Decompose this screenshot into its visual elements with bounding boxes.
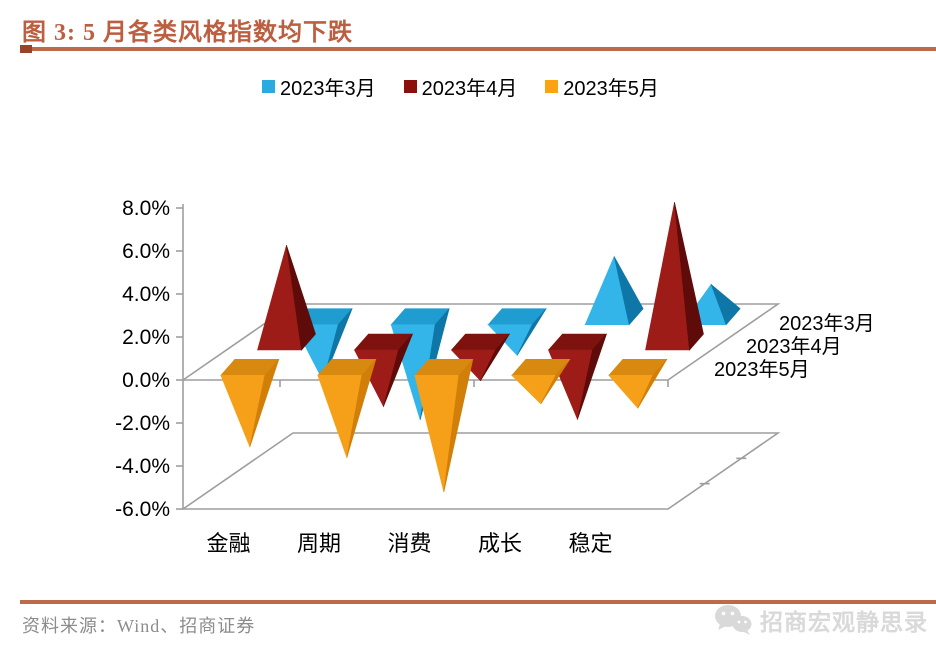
chart-zero-plane <box>180 303 781 381</box>
y-axis-label: 4.0% <box>122 283 170 306</box>
chart-floor-plane <box>180 432 781 510</box>
legend-label-april: 2023年4月 <box>421 78 518 100</box>
watermark: 招商宏观静思录 <box>712 603 928 637</box>
title-divider <box>20 47 936 51</box>
legend-item-may: 2023年5月 <box>545 72 659 101</box>
wechat-icon <box>715 605 752 635</box>
source-note: 资料来源：Wind、招商证券 <box>22 616 256 636</box>
pyramid-2023年3月-消费-side-face <box>516 308 547 356</box>
pyramid-2023年5月-成长-side-face <box>540 359 571 405</box>
legend-item-march: 2023年3月 <box>262 72 376 101</box>
pyramid-2023年4月-成长-side-face <box>577 333 607 420</box>
y-axis-label: 0.0% <box>122 369 170 392</box>
series-axis-label: 2023年4月 <box>746 335 842 358</box>
pyramid-2023年5月-消费-side-face <box>443 359 474 493</box>
category-label: 成长 <box>478 531 522 556</box>
legend-item-april: 2023年4月 <box>403 72 518 101</box>
y-axis-label: 6.0% <box>122 240 170 263</box>
watermark-text: 招商宏观静思录 <box>760 609 928 635</box>
pyramid-2023年5月-金融-side-face <box>249 359 280 447</box>
pyramid-2023年3月-稳定-side-face <box>710 283 741 326</box>
series-axis-label: 2023年5月 <box>714 358 810 381</box>
y-axis-label: -6.0% <box>115 498 170 521</box>
pyramid-2023年4月-消费-side-face <box>480 333 510 381</box>
pyramid-2023年4月-稳定-side-face <box>674 202 704 351</box>
pyramid-2023年4月-金融-side-face <box>286 245 316 351</box>
y-axis-label: -4.0% <box>115 455 170 478</box>
pyramid-2023年5月-稳定-side-face <box>637 359 668 409</box>
category-label: 消费 <box>387 531 431 556</box>
chart-legend: 2023年3月 2023年4月 2023年5月 <box>262 72 659 101</box>
y-axis-label: 8.0% <box>122 197 170 220</box>
pyramid-2023年5月-周期-side-face <box>346 359 377 458</box>
category-label: 稳定 <box>568 531 612 556</box>
category-label: 周期 <box>297 531 341 556</box>
legend-swatch-march <box>262 80 275 93</box>
figure-title: 图 3: 5 月各类风格指数均下跌 <box>22 20 353 46</box>
pyramid-2023年4月-周期-side-face <box>383 333 413 407</box>
title-divider-cap <box>20 45 32 53</box>
legend-swatch-may <box>545 80 559 93</box>
legend-label-may: 2023年5月 <box>563 78 659 100</box>
series-axis-label: 2023年3月 <box>779 312 875 335</box>
footer-divider <box>20 600 936 604</box>
pyramid-2023年3月-成长-side-face <box>613 256 644 326</box>
category-label: 金融 <box>206 531 250 556</box>
legend-label-march: 2023年3月 <box>280 78 376 100</box>
y-axis-label: 2.0% <box>122 326 170 349</box>
y-axis-label: -2.0% <box>115 412 170 435</box>
legend-swatch-april <box>403 80 417 93</box>
